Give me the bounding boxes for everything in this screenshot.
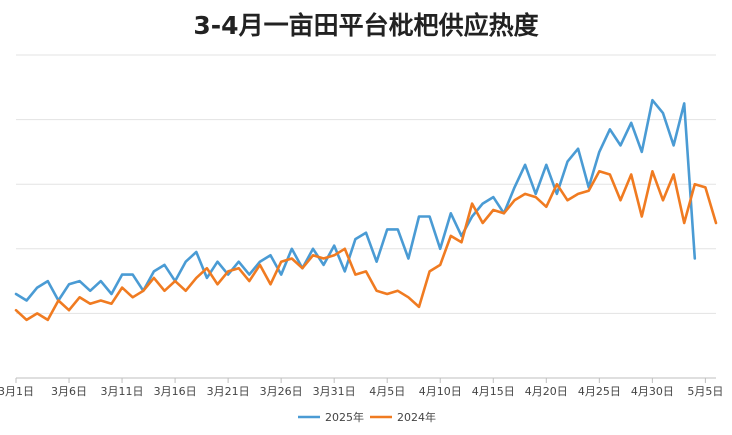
x-tick-label: 4月20日: [525, 385, 568, 398]
series-layer: [14, 98, 718, 322]
x-tick-label: 5月5日: [687, 385, 723, 398]
x-tick-label: 4月10日: [419, 385, 462, 398]
legend: 2025年 2024年: [298, 410, 436, 424]
x-tick-label: 3月26日: [260, 385, 303, 398]
x-tick-label: 3月16日: [154, 385, 197, 398]
legend-label-2025年: 2025年: [325, 410, 364, 424]
x-tick-label: 4月25日: [578, 385, 621, 398]
x-tick-label: 3月21日: [207, 385, 250, 398]
grid: [16, 54, 716, 379]
series-line-2024年: [14, 170, 718, 322]
x-tick-label: 4月5日: [369, 385, 405, 398]
x-axis: 3月1日 3月6日 3月11日 3月16日 3月21日 3月26日 3月31日 4月5日 4月1…: [0, 378, 723, 398]
x-tick-label: 3月1日: [0, 385, 34, 398]
x-tick-label: 4月15日: [472, 385, 515, 398]
chart-title: 3-4月一亩田平台枇杷供应热度: [193, 11, 539, 40]
legend-label-2024年: 2024年: [397, 410, 436, 424]
series-line-2025年: [14, 98, 697, 302]
x-tick-label: 3月31日: [313, 385, 356, 398]
x-tick-label: 3月6日: [51, 385, 87, 398]
x-tick-label: 3月11日: [101, 385, 144, 398]
x-tick-label: 4月30日: [631, 385, 674, 398]
